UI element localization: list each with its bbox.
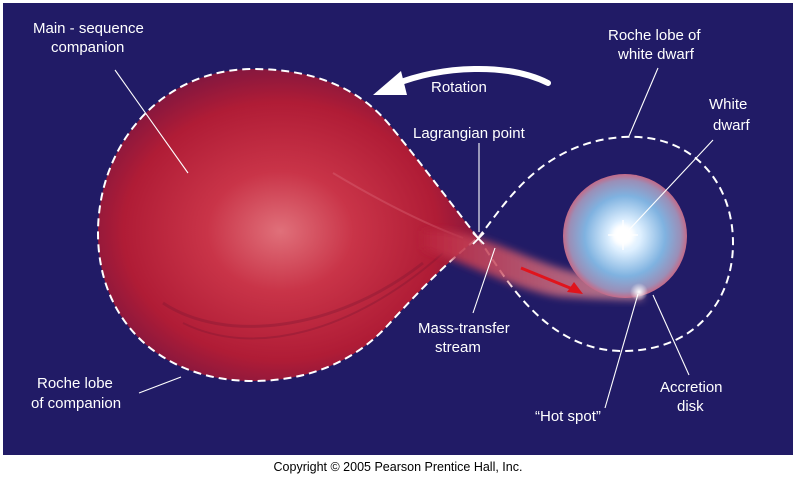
stream-direction-arrow bbox=[520, 266, 583, 294]
leader-roche-wd bbox=[628, 67, 659, 137]
leader-white-dwarf bbox=[626, 139, 714, 233]
companion-star bbox=[98, 69, 478, 381]
label-roche-wd-line2: white dwarf bbox=[617, 46, 695, 63]
white-dwarf bbox=[608, 220, 638, 250]
label-white-dwarf-line1: White bbox=[709, 96, 747, 113]
label-roche-wd-line1: Roche lobe of bbox=[608, 27, 701, 44]
label-main-sequence-line2: companion bbox=[51, 39, 124, 56]
leader-mass-transfer bbox=[472, 247, 496, 314]
label-roche-companion-line2: of companion bbox=[31, 395, 121, 412]
copyright-notice: Copyright © 2005 Pearson Prentice Hall, … bbox=[273, 460, 523, 474]
label-hot-spot: “Hot spot” bbox=[535, 408, 601, 425]
label-roche-companion-line1: Roche lobe bbox=[37, 375, 113, 392]
roche-lobe-white-dwarf bbox=[477, 135, 735, 353]
leader-main-sequence bbox=[114, 69, 189, 174]
label-mass-transfer-line2: stream bbox=[435, 339, 481, 356]
leader-accretion bbox=[652, 294, 690, 376]
label-accretion-line2: disk bbox=[677, 398, 704, 415]
diagram-panel: Main - sequence companion Rotation Roche… bbox=[3, 3, 793, 455]
label-main-sequence-line1: Main - sequence bbox=[33, 20, 144, 37]
label-rotation: Rotation bbox=[431, 79, 487, 96]
leader-roche-companion bbox=[138, 376, 182, 394]
label-accretion-line1: Accretion bbox=[660, 379, 723, 396]
leader-hot-spot bbox=[604, 293, 639, 409]
binary-system-diagram: Main - sequence companion Rotation Roche… bbox=[31, 20, 751, 425]
label-white-dwarf-line2: dwarf bbox=[713, 117, 751, 134]
rotation-arrow bbox=[373, 65, 551, 95]
label-lagrangian-point: Lagrangian point bbox=[413, 125, 526, 142]
label-mass-transfer-line1: Mass-transfer bbox=[418, 320, 510, 337]
lagrangian-point-marker bbox=[472, 232, 485, 245]
roche-lobe-companion bbox=[96, 67, 479, 383]
hot-spot bbox=[630, 283, 648, 301]
